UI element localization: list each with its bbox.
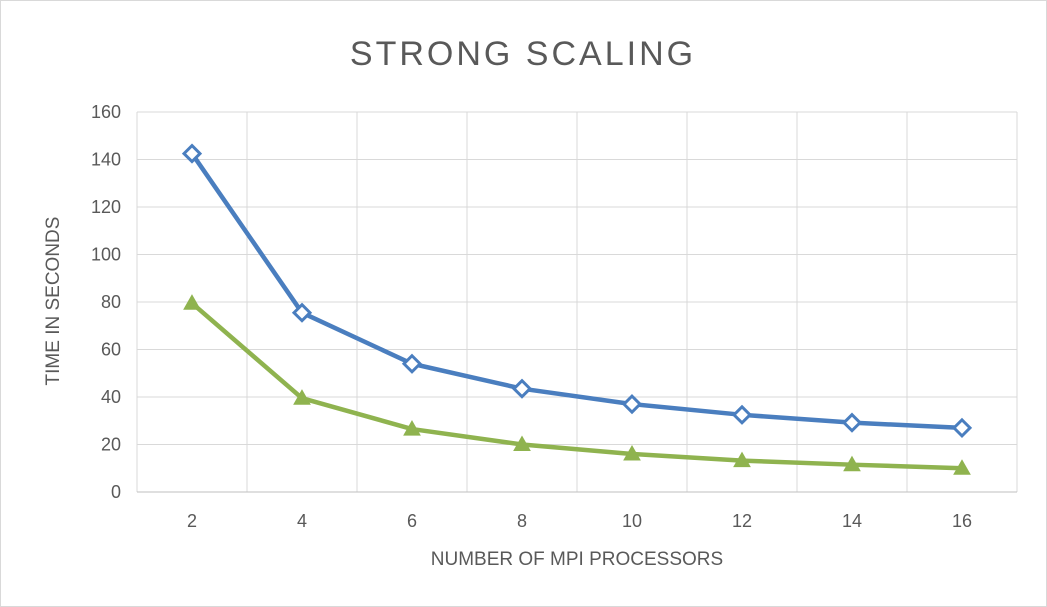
series-1-point: [951, 417, 973, 438]
x-tick-label: 4: [297, 511, 307, 531]
series-2-point: [843, 455, 861, 472]
x-tick-label: 16: [952, 511, 972, 531]
y-tick-label: 40: [101, 387, 121, 407]
y-axis-ticks: 0 20 40 60 80 100 120 140 160: [91, 102, 121, 502]
x-axis-title: NUMBER OF MPI PROCESSORS: [431, 549, 723, 570]
y-tick-label: 20: [101, 435, 121, 455]
x-tick-label: 14: [842, 511, 862, 531]
y-axis-title: TIME IN SECONDS: [43, 217, 64, 386]
y-tick-label: 140: [91, 150, 121, 170]
series-2-point: [953, 459, 971, 475]
y-tick-label: 160: [91, 102, 121, 122]
series-1-point: [621, 394, 643, 415]
series-1-point: [181, 143, 203, 164]
series-2-line: [189, 300, 965, 471]
series-1-point: [291, 302, 313, 323]
x-tick-label: 10: [622, 511, 642, 531]
x-tick-label: 2: [187, 511, 197, 531]
series-2-point: [293, 389, 311, 405]
x-tick-label: 12: [732, 511, 752, 531]
series-2-point: [513, 435, 531, 451]
y-tick-label: 100: [91, 245, 121, 265]
series-2-point: [623, 444, 641, 461]
series-2-point: [733, 451, 751, 468]
series-1-point: [511, 378, 533, 399]
y-tick-label: 60: [101, 340, 121, 360]
y-tick-label: 80: [101, 292, 121, 312]
series-2-point: [183, 294, 201, 310]
y-tick-label: 0: [111, 482, 121, 502]
series-1-point: [841, 412, 863, 433]
x-tick-label: 6: [407, 511, 417, 531]
x-tick-label: 8: [517, 511, 527, 531]
series-1-point: [731, 404, 753, 425]
y-tick-label: 120: [91, 197, 121, 217]
series-1-line: [189, 151, 965, 431]
series-1-point: [401, 353, 423, 374]
series-2-point: [403, 420, 421, 436]
chart-title: STRONG SCALING: [350, 35, 696, 73]
x-axis-ticks: 2 4 6 8 10 12 14 16: [187, 511, 972, 531]
gridlines: [136, 111, 1018, 493]
series-group: [181, 143, 973, 475]
